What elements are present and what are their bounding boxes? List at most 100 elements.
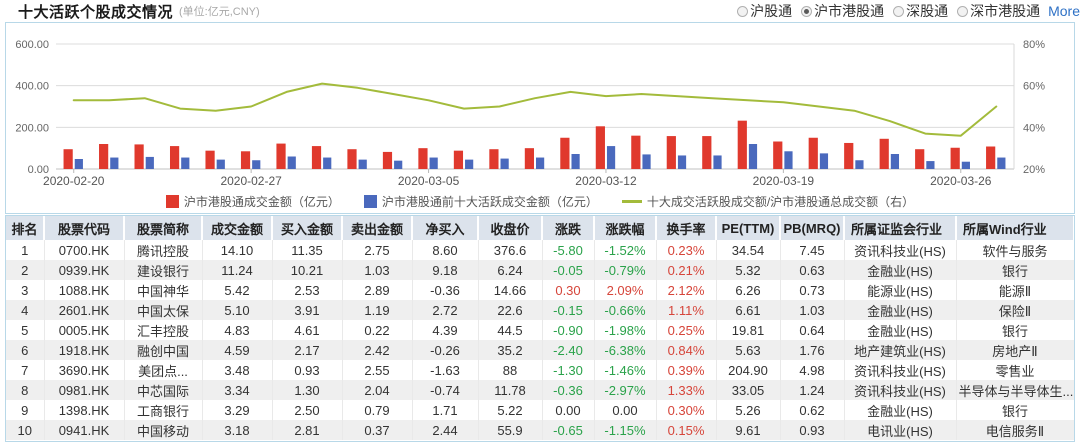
cell-rank: 2 — [6, 260, 45, 280]
table-row[interactable]: 2 0939.HK 建设银行 11.24 10.21 1.03 9.18 6.24 -0.05-… — [6, 260, 1074, 280]
cell-turnover: 5.10 — [202, 300, 273, 320]
cell-pe-ttm: 34.54 — [716, 240, 781, 260]
cell-sell-amount: 1.19 — [342, 300, 413, 320]
table-row[interactable]: 6 1918.HK 融创中国 4.59 2.17 2.42 -0.26 35.2 -2.40 -6… — [6, 340, 1074, 360]
col-wind-industry[interactable]: 所属Wind行业 — [956, 216, 1074, 240]
radio-option[interactable]: 深市港股通 — [957, 1, 1040, 21]
table-row[interactable]: 10 0941.HK 中国移动 3.18 2.81 0.37 2.44 55.9 -0.65 -1… — [6, 420, 1074, 440]
bar-turnover — [524, 148, 534, 169]
cell-pe-ttm: 19.81 — [716, 320, 781, 340]
cell-csrc-industry: 资讯科技业(HS) — [844, 240, 957, 260]
table-row[interactable]: 8 0981.HK 中芯国际 3.34 1.30 2.04 -0.74 11.78 -0.36-… — [6, 380, 1074, 400]
cell-turnover-rate: 0.25% — [656, 320, 717, 340]
col-buy-amount[interactable]: 买入金额 — [272, 216, 343, 240]
table-row[interactable]: 1 0700.HK 腾讯控股 14.10 11.35 2.75 8.60 376.6 -5.80… — [6, 240, 1074, 260]
cell-wind-industry: 银行 — [956, 260, 1074, 280]
cell-rank: 9 — [6, 400, 45, 420]
bar-top10 — [571, 154, 580, 169]
cell-turnover: 4.59 — [202, 340, 273, 360]
legend-square-swatch-icon — [165, 195, 179, 208]
bar-turnover — [453, 150, 464, 169]
cell-change-pct: -2.97% — [594, 380, 657, 400]
col-change[interactable]: 涨跌 — [542, 216, 595, 240]
table-row[interactable]: 9 1398.HK 工商银行 3.29 2.50 0.79 1.71 5.22 0.00 0.00… — [6, 400, 1074, 420]
cell-buy-amount: 2.50 — [272, 400, 343, 420]
col-change-pct[interactable]: 涨跌幅 — [594, 216, 657, 240]
cell-sell-amount: 0.79 — [342, 400, 413, 420]
radio-option[interactable]: 沪市港股通 — [801, 1, 884, 21]
cell-pb-mrq: 0.64 — [780, 320, 845, 340]
radio-label: 沪市港股通 — [814, 3, 885, 19]
legend-item[interactable]: 沪市港股通前十大活跃成交金额（亿元） — [363, 193, 598, 210]
bar-turnover — [311, 146, 322, 169]
col-rank[interactable]: 排名 — [6, 216, 45, 240]
bar-top10 — [784, 151, 793, 169]
cell-turnover: 3.48 — [202, 360, 273, 380]
cell-wind-industry: 能源Ⅱ — [956, 280, 1074, 300]
cell-change: 0.30 — [542, 280, 595, 300]
bar-top10 — [642, 154, 651, 169]
cell-sell-amount: 2.04 — [342, 380, 413, 400]
header-row: 排名 股票代码 股票简称 成交金额 买入金额 卖出金额 净买入 收盘价 涨跌 涨跌幅 换手率 PE(T… — [6, 216, 1074, 240]
table-row[interactable]: 7 3690.HK 美团点... 3.48 0.93 2.55 -1.63 88 -1.30 -1… — [6, 360, 1074, 380]
cell-csrc-industry: 能源业(HS) — [844, 280, 957, 300]
cell-close-price: 376.6 — [478, 240, 543, 260]
bar-top10 — [961, 161, 970, 169]
cell-wind-industry: 软件与服务 — [956, 240, 1074, 260]
cell-turnover-rate: 0.23% — [656, 240, 717, 260]
cell-change: -2.40 — [542, 340, 595, 360]
x-axis-label: 2020-03-19 — [753, 174, 815, 188]
bar-turnover — [915, 149, 925, 169]
bar-top10 — [536, 157, 545, 169]
bar-top10 — [216, 159, 225, 169]
cell-pe-ttm: 6.26 — [716, 280, 781, 300]
table-row[interactable]: 3 1088.HK 中国神华 5.42 2.53 2.89 -0.36 14.66 0.30 2.… — [6, 280, 1074, 300]
page-title: 十大活跃个股成交情况 — [18, 3, 174, 21]
cell-pe-ttm: 5.26 — [716, 400, 781, 420]
cell-rank: 6 — [6, 340, 45, 360]
cell-turnover: 3.18 — [202, 420, 273, 440]
cell-pe-ttm: 204.90 — [716, 360, 781, 380]
y-axis-label-left: 200.00 — [15, 122, 49, 134]
cell-rank: 1 — [6, 240, 45, 260]
legend-item[interactable]: 沪市港股通成交金额（亿元） — [165, 193, 340, 210]
radio-option[interactable]: 深股通 — [893, 1, 948, 21]
bar-turnover — [240, 151, 251, 169]
radio-option[interactable]: 沪股通 — [737, 1, 792, 21]
bar-turnover — [702, 136, 712, 169]
cell-change: -0.65 — [542, 420, 595, 440]
cell-close-price: 88 — [478, 360, 543, 380]
bar-turnover — [666, 136, 676, 169]
bar-turnover — [99, 144, 109, 169]
table-row[interactable]: 5 0005.HK 汇丰控股 4.83 4.61 0.22 4.39 44.5 -0.90 -1.… — [6, 320, 1074, 340]
col-close-price[interactable]: 收盘价 — [478, 216, 543, 240]
col-stock-name[interactable]: 股票简称 — [124, 216, 203, 240]
cell-stock-name: 美团点... — [124, 360, 203, 380]
cell-stock-name: 中国神华 — [124, 280, 203, 300]
col-turnover-rate[interactable]: 换手率 — [656, 216, 717, 240]
table-body: 1 0700.HK 腾讯控股 14.10 11.35 2.75 8.60 376.6 -5.80… — [6, 240, 1074, 440]
cell-change-pct: -0.66% — [594, 300, 657, 320]
cell-turnover: 3.34 — [202, 380, 273, 400]
cell-rank: 4 — [6, 300, 45, 320]
table-row[interactable]: 4 2601.HK 中国太保 5.10 3.91 1.19 2.72 22.6 -0.15 -0.… — [6, 300, 1074, 320]
x-axis-label: 2020-03-12 — [575, 174, 637, 188]
bar-top10 — [252, 160, 261, 169]
cell-csrc-industry: 金融业(HS) — [844, 400, 957, 420]
cell-stock-code: 3690.HK — [44, 360, 125, 380]
col-pb-mrq[interactable]: PB(MRQ) — [780, 216, 845, 240]
col-csrc-industry[interactable]: 所属证监会行业 — [844, 216, 957, 240]
col-stock-code[interactable]: 股票代码 — [44, 216, 125, 240]
cell-turnover-rate: 0.30% — [656, 400, 717, 420]
more-link[interactable]: More — [1048, 3, 1080, 19]
stocks-table-container: 排名 股票代码 股票简称 成交金额 买入金额 卖出金额 净买入 收盘价 涨跌 涨跌幅 换手率 PE(T… — [5, 215, 1075, 442]
col-pe-ttm[interactable]: PE(TTM) — [716, 216, 781, 240]
cell-net-buy: 8.60 — [412, 240, 479, 260]
cell-stock-name: 腾讯控股 — [124, 240, 203, 260]
col-sell-amount[interactable]: 卖出金额 — [342, 216, 413, 240]
cell-change: -0.15 — [542, 300, 595, 320]
legend-item[interactable]: 十大成交活跃股成交额/沪市港股通总成交额（右） — [621, 193, 914, 210]
cell-pb-mrq: 0.62 — [780, 400, 845, 420]
col-net-buy[interactable]: 净买入 — [412, 216, 479, 240]
col-turnover[interactable]: 成交金额 — [202, 216, 273, 240]
